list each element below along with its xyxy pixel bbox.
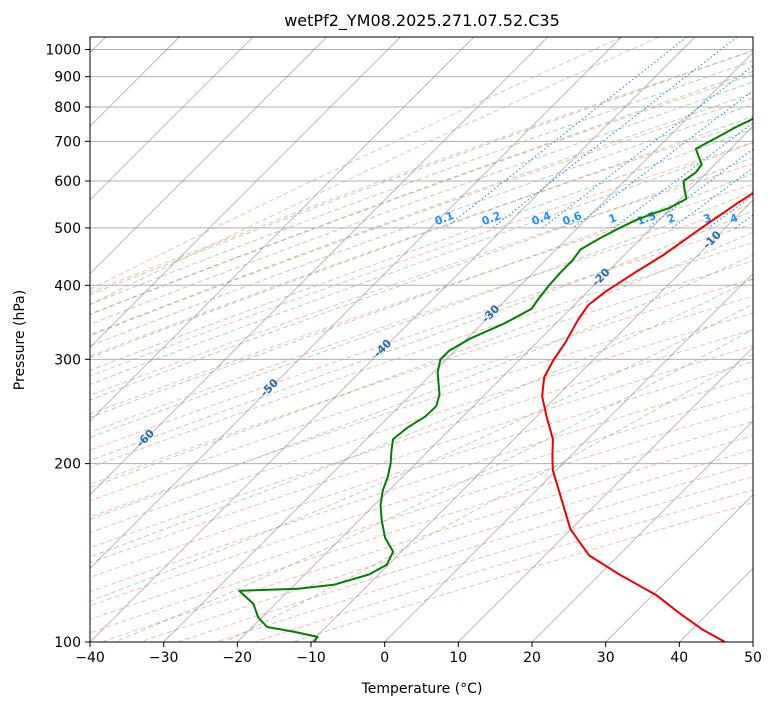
x-tick-label: −20 xyxy=(223,650,253,666)
mixing-ratio-label: 4 xyxy=(728,211,740,226)
dry-adiabat xyxy=(90,345,753,564)
plot-area xyxy=(90,37,753,642)
x-tick-label: −30 xyxy=(149,650,179,666)
dry-adiabat xyxy=(90,97,753,337)
skew-isotherm xyxy=(90,37,696,642)
skew-isotherm xyxy=(163,52,753,642)
moist-adiabat xyxy=(90,254,753,520)
x-tick-label: 10 xyxy=(449,650,467,666)
plot-frame xyxy=(89,36,754,643)
skew-isotherm xyxy=(384,273,753,642)
skew-isotherm xyxy=(90,37,327,275)
mixing-ratio-label: 0.2 xyxy=(480,209,503,228)
mixing-ratio-label: 0.4 xyxy=(530,209,553,228)
y-tick-label: 600 xyxy=(54,174,81,190)
moist-adiabat xyxy=(90,173,753,418)
x-tick-label: 0 xyxy=(380,650,389,666)
moist-adiabat xyxy=(90,142,753,385)
dry-adiabat xyxy=(90,50,753,293)
y-tick-label: 100 xyxy=(54,635,81,651)
y-tick-label: 1000 xyxy=(45,43,81,59)
y-axis-label: Pressure (hPa) xyxy=(12,290,28,390)
skew-isotherm xyxy=(90,37,548,496)
moist-adiabat xyxy=(90,128,753,371)
mixing-ratio-line xyxy=(492,37,738,229)
x-tick-label: 50 xyxy=(744,650,762,666)
mixing-ratio-label: 0.1 xyxy=(433,209,456,228)
chart-title: wetPf2_YM08.2025.271.07.52.C35 xyxy=(284,11,560,31)
y-tick-label: 800 xyxy=(54,100,81,116)
skew-isotherm xyxy=(90,37,254,201)
mixing-ratio-label: 1 xyxy=(607,211,619,226)
temperature-profile xyxy=(541,192,753,642)
mixing-ratio-line xyxy=(572,90,753,229)
mixing-ratio-line xyxy=(542,65,753,229)
mixing-ratio-label: 3 xyxy=(702,211,714,226)
skew-isotherm xyxy=(90,37,622,569)
moist-adiabat xyxy=(90,278,753,558)
moist-adiabat xyxy=(90,81,753,325)
skew-isotherm xyxy=(237,125,753,642)
dry-adiabat xyxy=(90,376,753,593)
dry-adiabat xyxy=(90,361,753,578)
y-tick-label: 400 xyxy=(54,278,81,294)
moist-adiabat xyxy=(90,103,753,347)
dewpoint-profile xyxy=(238,117,753,642)
dry-adiabat xyxy=(90,223,753,451)
x-tick-label: −40 xyxy=(75,650,105,666)
dry-adiabat xyxy=(90,142,753,377)
skew-isotherm xyxy=(458,346,753,642)
x-tick-label: 30 xyxy=(597,650,615,666)
y-tick-label: 700 xyxy=(54,134,81,150)
mixing-ratio-label: 2 xyxy=(665,211,677,226)
mixing-ratio-label: 0.6 xyxy=(561,209,584,228)
dry-adiabat xyxy=(90,241,753,469)
plot-content: 0.10.20.40.611.52346810131620253036-100-… xyxy=(90,37,753,642)
skew-isotherm xyxy=(90,37,401,348)
x-tick-label: 40 xyxy=(670,650,688,666)
moist-adiabat xyxy=(90,156,753,401)
skew-isotherm xyxy=(531,420,753,642)
skew-isotherm xyxy=(605,494,753,642)
x-tick-label: −10 xyxy=(296,650,326,666)
dry-adiabat xyxy=(90,278,753,502)
y-tick-label: 500 xyxy=(54,221,81,237)
dry-adiabat xyxy=(90,312,753,534)
dry-adiabat xyxy=(90,163,753,396)
y-tick-label: 200 xyxy=(54,457,81,473)
mixing-ratio-line xyxy=(672,167,753,229)
axes: −40 −30 −20 −10 0 10 20 30 40 50 100 200 300 400 500 60… xyxy=(45,43,762,666)
dry-adiabat xyxy=(90,295,753,518)
moist-adiabat xyxy=(114,328,753,642)
moist-adiabat xyxy=(90,70,753,315)
skew-isotherm xyxy=(90,37,475,422)
x-tick-label: 20 xyxy=(523,650,541,666)
y-tick-label: 900 xyxy=(54,70,81,86)
x-axis-label: Temperature (°C) xyxy=(361,681,483,697)
moist-adiabat xyxy=(90,190,753,439)
skew-isotherm xyxy=(310,199,753,642)
dry-adiabat xyxy=(90,391,753,607)
dry-adiabat xyxy=(90,329,753,549)
y-tick-label: 300 xyxy=(54,352,81,368)
guide-curve xyxy=(90,37,660,306)
